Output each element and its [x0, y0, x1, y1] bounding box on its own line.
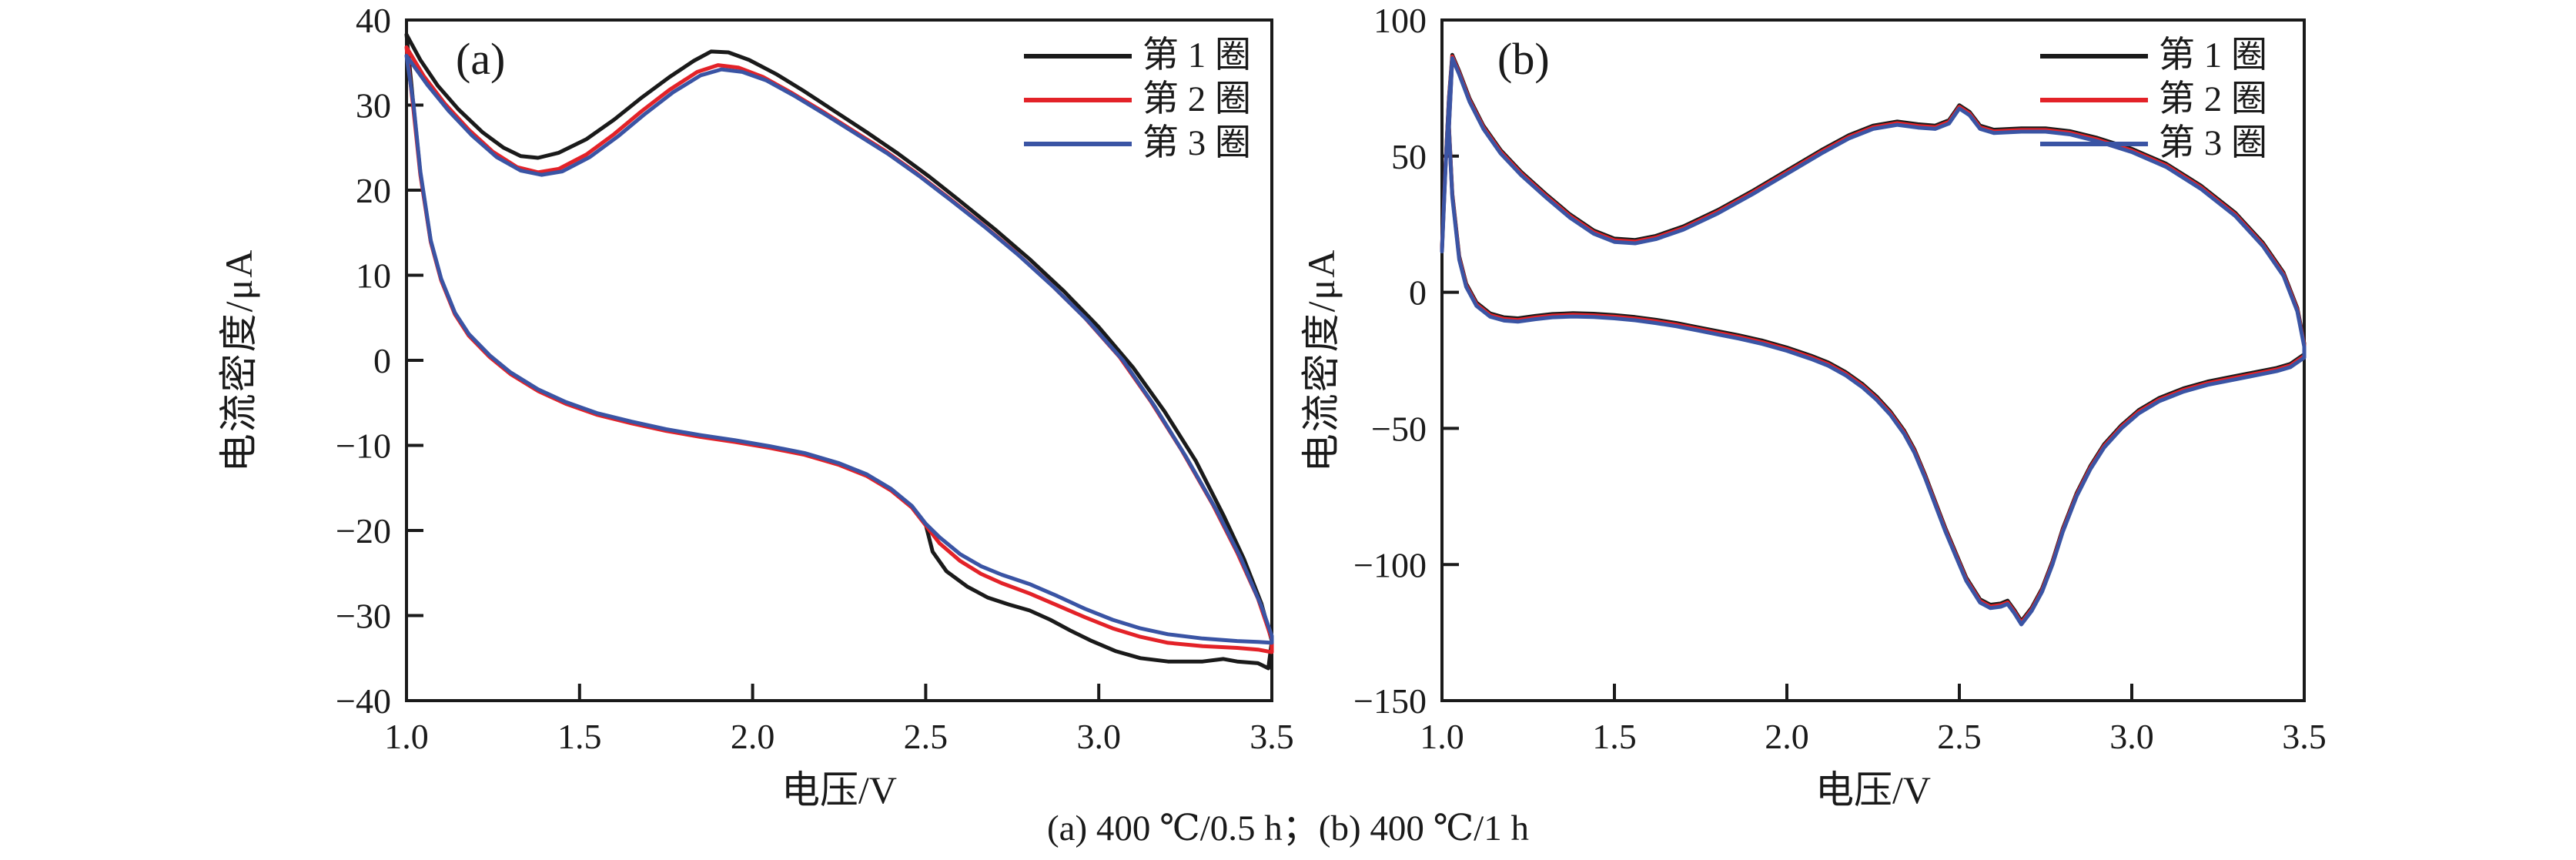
y-tick-label-b: −50	[1371, 410, 1427, 449]
legend-a: 第 1 圈第 2 圈第 3 圈	[1024, 34, 1251, 166]
legend-item: 第 2 圈	[1024, 78, 1251, 122]
y-tick-label-a: 40	[356, 1, 391, 40]
legend-line-swatch	[2040, 141, 2148, 146]
legend-item: 第 1 圈	[1024, 34, 1251, 78]
x-axis-title-a: 电压/V	[781, 768, 897, 811]
y-tick-label-b: 100	[1373, 1, 1427, 40]
y-tick-label-b: 50	[1391, 137, 1427, 176]
legend-label: 第 2 圈	[1142, 79, 1251, 119]
x-tick-label-a: 1.0	[384, 717, 429, 756]
panel-letter-b: (b)	[1497, 34, 1550, 84]
legend-line-swatch	[2040, 53, 2148, 59]
y-tick-label-a: 30	[356, 86, 391, 125]
panel-letter-a: (a)	[456, 34, 506, 84]
y-tick-label-a: −30	[336, 597, 391, 636]
y-tick-label-a: 10	[356, 256, 391, 296]
legend-item: 第 2 圈	[2040, 78, 2267, 122]
legend-label: 第 1 圈	[2159, 35, 2267, 75]
cv-curve-b-cycle3	[1440, 56, 2307, 627]
legend-item: 第 3 圈	[1024, 122, 1251, 166]
legend-b: 第 1 圈第 2 圈第 3 圈	[2040, 34, 2267, 166]
x-tick-label-b: 3.5	[2282, 717, 2327, 756]
x-tick-label-a: 2.0	[731, 717, 775, 756]
figure-caption: (a) 400 ℃/0.5 h；(b) 400 ℃/1 h	[1047, 808, 1529, 848]
y-tick-label-b: −100	[1353, 545, 1427, 584]
y-tick-label-a: −40	[336, 681, 391, 721]
x-tick-label-b: 3.0	[2109, 717, 2154, 756]
cv-curve-a-cycle3	[404, 53, 1274, 645]
y-tick-label-a: −10	[336, 427, 391, 466]
x-tick-label-b: 2.5	[1937, 717, 1982, 756]
y-axis-title-a: 电流密度/μA	[217, 248, 260, 473]
x-tick-label-b: 2.0	[1765, 717, 1809, 756]
legend-line-swatch	[1024, 53, 1132, 59]
legend-line-swatch	[1024, 141, 1132, 146]
legend-line-swatch	[1024, 97, 1132, 102]
x-tick-label-a: 3.0	[1076, 717, 1121, 756]
x-axis-title-b: 电压/V	[1815, 768, 1931, 811]
y-tick-label-a: 0	[373, 341, 391, 380]
y-tick-label-a: −20	[336, 511, 391, 550]
y-axis-title-b: 电流密度/μA	[1300, 248, 1343, 473]
legend-label: 第 3 圈	[1142, 123, 1251, 163]
legend-item: 第 1 圈	[2040, 34, 2267, 78]
legend-item: 第 3 圈	[2040, 122, 2267, 166]
x-tick-label-a: 1.5	[557, 717, 602, 756]
y-tick-label-b: −150	[1353, 681, 1427, 721]
legend-label: 第 3 圈	[2159, 123, 2267, 163]
x-tick-label-a: 2.5	[904, 717, 948, 756]
legend-line-swatch	[2040, 97, 2148, 102]
plot-frame-b	[1440, 18, 2306, 702]
y-tick-label-a: 20	[356, 171, 391, 210]
legend-label: 第 2 圈	[2159, 79, 2267, 119]
legend-label: 第 1 圈	[1142, 35, 1251, 75]
x-tick-label-b: 1.5	[1592, 717, 1637, 756]
x-tick-label-a: 3.5	[1250, 717, 1294, 756]
x-tick-label-b: 1.0	[1420, 717, 1464, 756]
y-tick-label-b: 0	[1409, 273, 1427, 313]
